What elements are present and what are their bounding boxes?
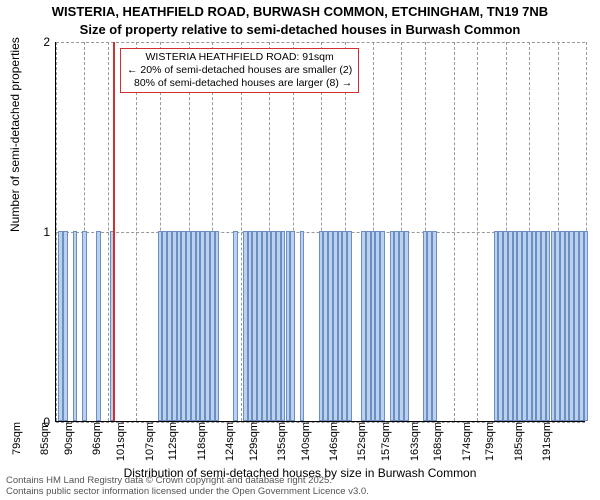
x-tick-label: 140sqm xyxy=(300,422,312,472)
bar xyxy=(63,231,68,421)
x-tick-label: 90sqm xyxy=(63,422,75,472)
x-tick-label: 96sqm xyxy=(91,422,103,472)
x-tick-label: 85sqm xyxy=(39,422,51,472)
x-tick-label: 191sqm xyxy=(541,422,553,472)
footer-line2: Contains public sector information licen… xyxy=(6,487,369,498)
y-axis-label: Number of semi-detached properties xyxy=(8,37,22,232)
x-tick-label: 101sqm xyxy=(115,422,127,472)
bar xyxy=(73,231,78,421)
x-tick-label: 163sqm xyxy=(409,422,421,472)
bar xyxy=(404,231,409,421)
grid-line-v xyxy=(454,42,455,421)
x-tick-label: 129sqm xyxy=(248,422,260,472)
annotation-line3: 80% of semi-detached houses are larger (… xyxy=(127,77,352,90)
x-tick-label: 174sqm xyxy=(461,422,473,472)
bar xyxy=(432,231,437,421)
grid-line-h xyxy=(56,422,585,423)
x-tick-label: 79sqm xyxy=(11,422,23,472)
grid-line-v xyxy=(241,42,242,421)
plot-area: WISTERIA HEATHFIELD ROAD: 91sqm ← 20% of… xyxy=(55,42,585,422)
x-tick-label: 179sqm xyxy=(484,422,496,472)
bar xyxy=(380,231,385,421)
bar xyxy=(300,231,305,421)
footer: Contains HM Land Registry data © Crown c… xyxy=(6,476,369,498)
annotation-box: WISTERIA HEATHFIELD ROAD: 91sqm ← 20% of… xyxy=(120,48,359,93)
x-tick-label: 135sqm xyxy=(276,422,288,472)
x-tick-label: 185sqm xyxy=(513,422,525,472)
grid-line-v xyxy=(136,42,137,421)
highlight-line xyxy=(113,42,115,421)
annotation-line2: ← 20% of semi-detached houses are smalle… xyxy=(127,64,352,77)
chart-container: WISTERIA, HEATHFIELD ROAD, BURWASH COMMO… xyxy=(0,0,600,500)
x-tick-label: 168sqm xyxy=(432,422,444,472)
x-tick-label: 118sqm xyxy=(196,422,208,472)
y-tick-label: 2 xyxy=(30,35,50,49)
bar xyxy=(347,231,352,421)
bar xyxy=(584,231,589,421)
annotation-line1: WISTERIA HEATHFIELD ROAD: 91sqm xyxy=(127,51,352,64)
x-tick-label: 107sqm xyxy=(144,422,156,472)
bar xyxy=(96,231,101,421)
y-tick-label: 1 xyxy=(30,225,50,239)
x-tick-label: 152sqm xyxy=(356,422,368,472)
grid-line-v xyxy=(56,42,57,421)
bar xyxy=(290,231,295,421)
grid-line-v xyxy=(477,42,478,421)
bar xyxy=(215,231,220,421)
bar xyxy=(82,231,87,421)
grid-line-v xyxy=(108,42,109,421)
x-tick-label: 157sqm xyxy=(380,422,392,472)
x-tick-label: 124sqm xyxy=(224,422,236,472)
x-tick-label: 146sqm xyxy=(328,422,340,472)
bar xyxy=(233,231,238,421)
title-sub: Size of property relative to semi-detach… xyxy=(0,22,600,37)
x-tick-label: 112sqm xyxy=(167,422,179,472)
title-main: WISTERIA, HEATHFIELD ROAD, BURWASH COMMO… xyxy=(0,4,600,19)
